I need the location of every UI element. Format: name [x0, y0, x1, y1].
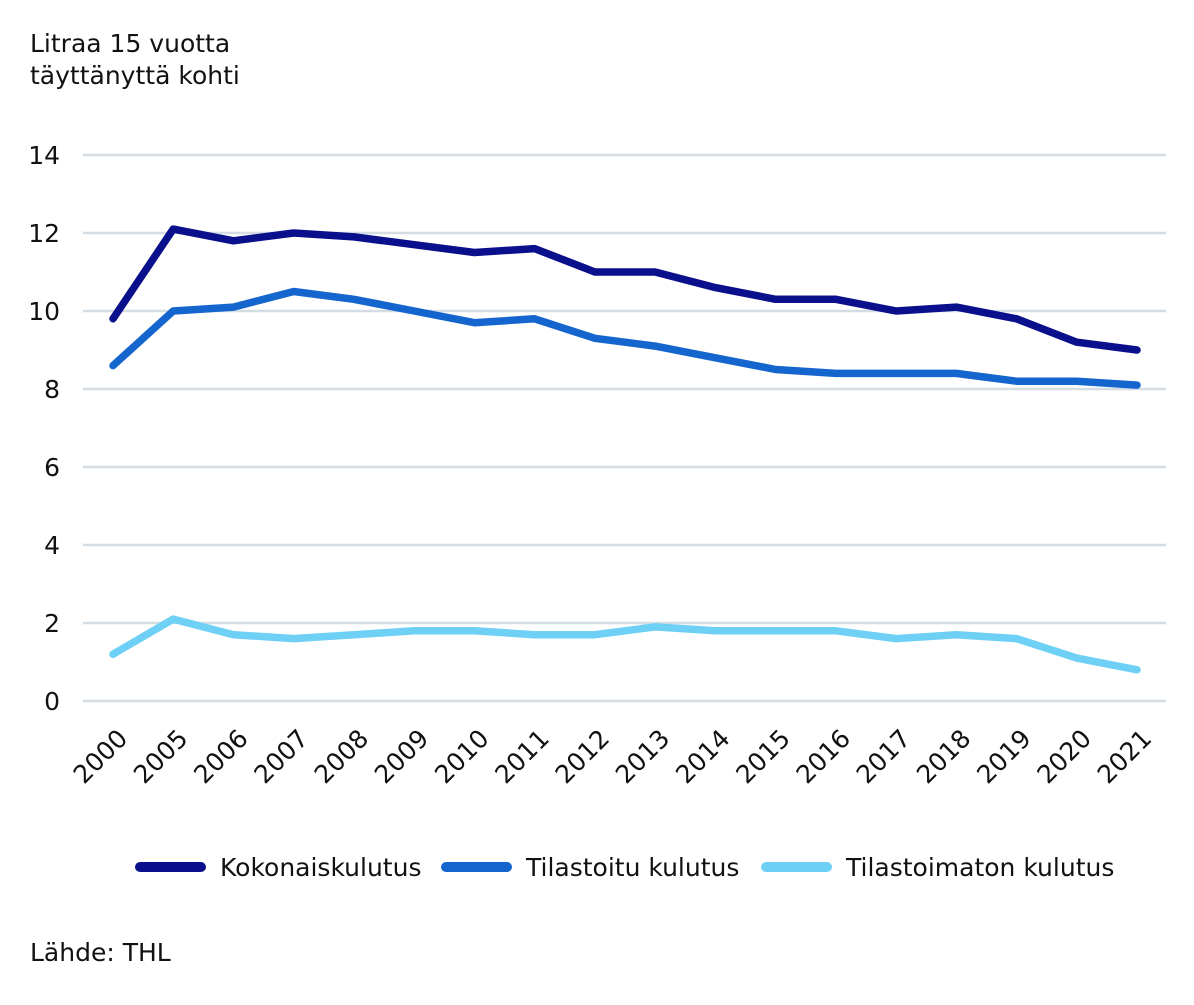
y-axis-title-line-1: Litraa 15 vuotta	[30, 29, 231, 58]
x-tick-label: 2019	[971, 724, 1036, 789]
x-tick-label: 2017	[851, 724, 916, 789]
x-tick-label: 2009	[369, 724, 434, 789]
x-tick-label: 2018	[911, 724, 976, 789]
legend-label: Kokonaiskulutus	[220, 853, 421, 882]
legend-label: Tilastoitu kulutus	[525, 853, 739, 882]
line-chart: 0 2 4 6 8 10 12 14 2000200520062007200820092010…	[28, 141, 1166, 882]
x-tick-label: 2021	[1092, 724, 1157, 789]
x-tick-label: 2020	[1032, 724, 1097, 789]
source-note: Lähde: THL	[30, 938, 171, 967]
x-tick-label: 2015	[730, 724, 795, 789]
y-tick-label: 12	[28, 219, 60, 248]
y-tick-label: 2	[44, 609, 60, 638]
y-tick-label: 8	[44, 375, 60, 404]
y-tick-label: 10	[28, 297, 60, 326]
series-line-2	[109, 287, 1141, 389]
x-tick-label: 2012	[550, 724, 615, 789]
y-axis-ticks: 0 2 4 6 8 10 12 14	[28, 141, 60, 716]
y-tick-label: 6	[44, 453, 60, 482]
x-tick-label: 2011	[489, 724, 554, 789]
y-tick-label: 4	[44, 531, 60, 560]
legend: Kokonaiskulutus Tilastoitu kulutus Tilasto…	[135, 853, 1114, 882]
x-tick-label: 2006	[188, 724, 253, 789]
y-tick-label: 14	[28, 141, 60, 170]
x-tick-label: 2000	[68, 724, 133, 789]
grid-lines	[83, 153, 1166, 703]
x-tick-label: 2007	[248, 724, 313, 789]
x-tick-label: 2013	[610, 724, 675, 789]
y-tick-label: 0	[44, 687, 60, 716]
series-line-3	[109, 615, 1141, 674]
y-axis-title: Litraa 15 vuotta täyttänyttä kohti	[30, 28, 240, 92]
x-tick-label: 2008	[309, 724, 374, 789]
series-line-1	[109, 225, 1141, 354]
x-axis-ticks: 2000200520062007200820092010201120122013…	[68, 724, 1157, 789]
x-tick-label: 2010	[429, 724, 494, 789]
x-tick-label: 2014	[670, 724, 735, 789]
series-lines	[109, 225, 1141, 674]
x-tick-label: 2005	[128, 724, 193, 789]
legend-label: Tilastoimaton kulutus	[845, 853, 1114, 882]
y-axis-title-line-2: täyttänyttä kohti	[30, 61, 240, 90]
x-tick-label: 2016	[791, 724, 856, 789]
